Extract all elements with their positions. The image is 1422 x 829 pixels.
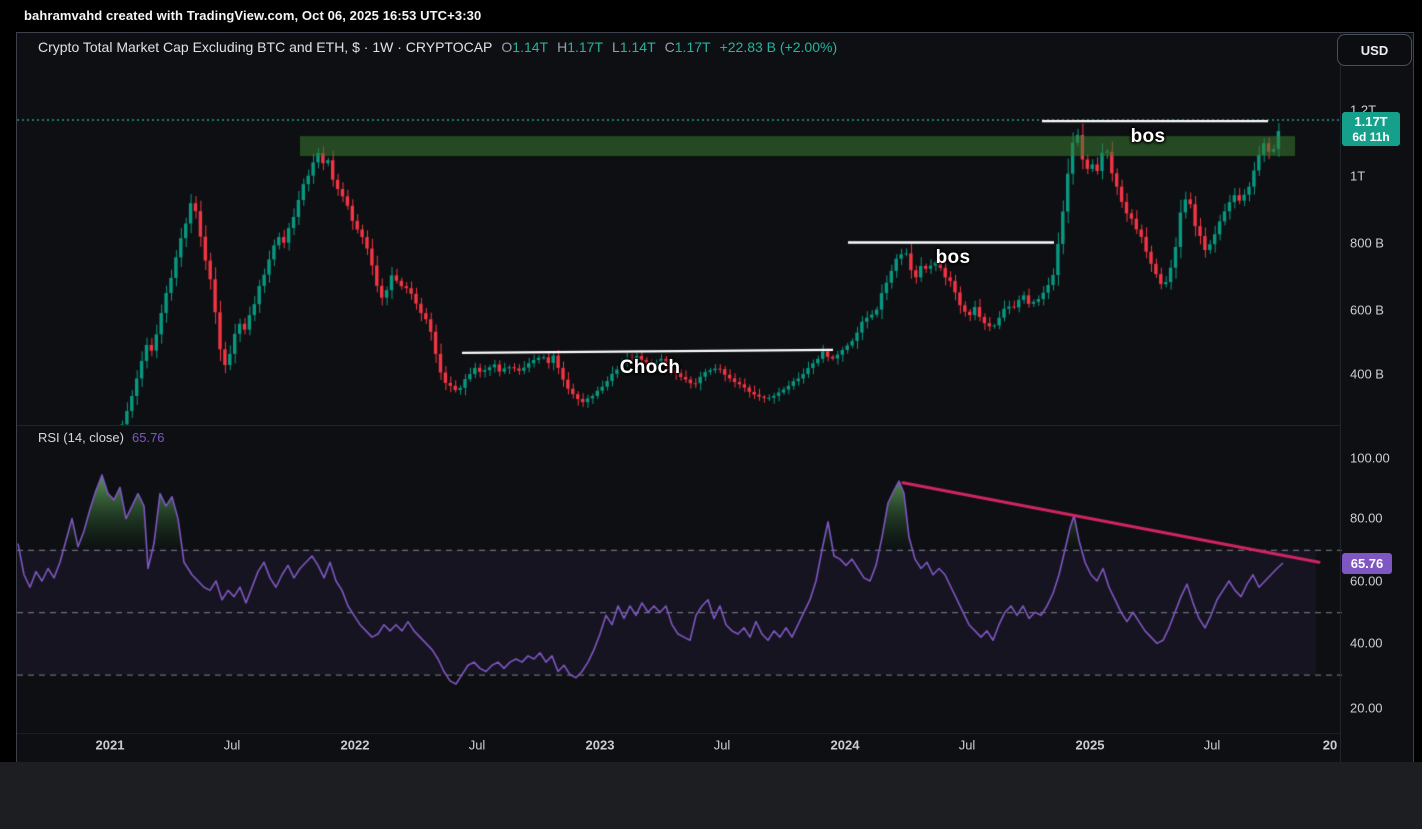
rsi-axis-label: 20.00 (1350, 700, 1383, 716)
footer-bar: TradingView (0, 762, 1422, 829)
time-axis-separator (17, 733, 1340, 734)
time-axis-label: 2024 (830, 737, 860, 753)
open-label: O (501, 39, 513, 55)
rsi-value: 65.76 (132, 430, 165, 445)
attribution-bar: bahramvahd created with TradingView.com,… (0, 0, 1422, 30)
symbol-legend[interactable]: Crypto Total Market Cap Excluding BTC an… (38, 39, 837, 55)
close-value: 1.17T (674, 39, 711, 55)
last-price-badge: 1.17T 6d 11h (1342, 112, 1400, 146)
high-label: H (557, 39, 568, 55)
time-axis-label: 20 (1322, 737, 1338, 753)
time-axis-label: 2025 (1075, 737, 1105, 753)
time-axis-label: Jul (468, 737, 486, 753)
symbol-title[interactable]: Crypto Total Market Cap Excluding BTC an… (38, 39, 493, 55)
last-price-value: 1.17T (1354, 114, 1388, 129)
rsi-axis-label: 80.00 (1350, 510, 1383, 526)
rsi-axis-label: 60.00 (1350, 573, 1383, 589)
drawing-label-bos[interactable]: bos (1130, 126, 1166, 147)
pane-separator[interactable] (17, 425, 1340, 426)
low-label: L (612, 39, 620, 55)
open-value: 1.14T (512, 39, 549, 55)
price-axis-label: 800 B (1350, 235, 1384, 251)
change-value: +22.83 B (+2.00%) (719, 39, 838, 55)
time-axis-label: Jul (713, 737, 731, 753)
low-value: 1.14T (619, 39, 656, 55)
rsi-title-text: RSI (14, close) (38, 430, 124, 445)
close-label: C (664, 39, 675, 55)
price-axis-label: 400 B (1350, 366, 1384, 382)
price-axis-label: 600 B (1350, 302, 1384, 318)
rsi-axis-label: 100.00 (1350, 450, 1390, 466)
currency-toggle-button[interactable]: USD (1337, 34, 1412, 66)
price-axis-label: 1T (1350, 168, 1366, 184)
time-axis-label: 2022 (340, 737, 370, 753)
time-axis-label: Jul (223, 737, 241, 753)
price-scale-separator (1340, 33, 1341, 762)
bar-countdown: 6d 11h (1352, 130, 1390, 145)
rsi-axis-label: 40.00 (1350, 635, 1383, 651)
time-axis-label: 2021 (95, 737, 125, 753)
time-axis-label: Jul (958, 737, 976, 753)
time-axis-label: 2023 (585, 737, 615, 753)
time-axis-label: Jul (1203, 737, 1221, 753)
rsi-value-badge: 65.76 (1342, 553, 1392, 574)
rsi-legend[interactable]: RSI (14, close) 65.76 (38, 430, 165, 445)
drawing-label-bos[interactable]: bos (935, 247, 971, 268)
high-value: 1.17T (567, 39, 604, 55)
drawing-label-choch[interactable]: Choch (619, 357, 681, 378)
attribution-text: bahramvahd created with TradingView.com,… (24, 8, 482, 23)
